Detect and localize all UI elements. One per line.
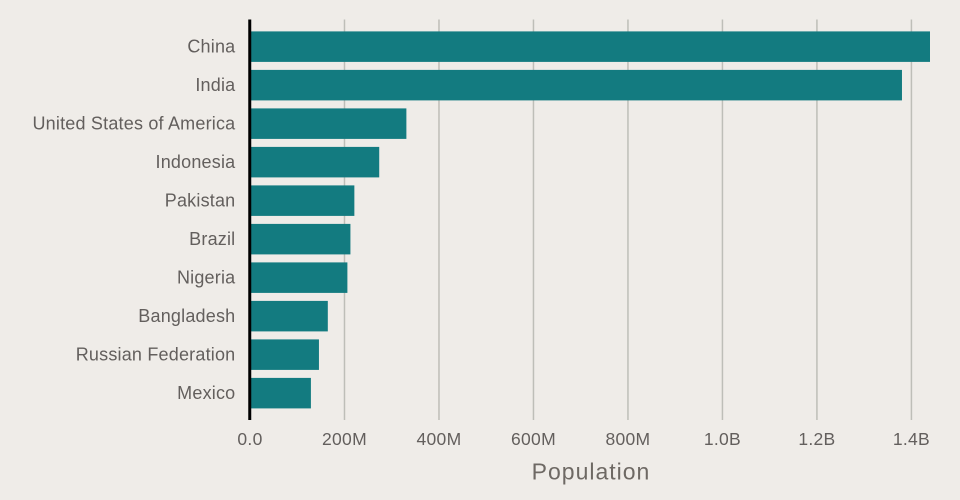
svg-text:1.4B: 1.4B [893,429,930,449]
svg-text:China: China [187,36,236,56]
svg-text:Russian Federation: Russian Federation [76,344,236,364]
svg-text:800M: 800M [605,429,650,449]
svg-text:Nigeria: Nigeria [177,267,236,287]
svg-text:Pakistan: Pakistan [165,190,236,210]
svg-text:Bangladesh: Bangladesh [138,306,235,326]
svg-text:0.0: 0.0 [237,429,262,449]
svg-text:Population: Population [532,459,651,485]
svg-text:1.0B: 1.0B [704,429,741,449]
svg-text:Brazil: Brazil [189,229,235,249]
svg-text:United States of America: United States of America [32,113,236,133]
svg-text:400M: 400M [416,429,461,449]
svg-text:600M: 600M [511,429,556,449]
svg-text:200M: 200M [322,429,367,449]
svg-text:1.2B: 1.2B [798,429,835,449]
svg-text:Indonesia: Indonesia [156,152,237,172]
svg-text:India: India [195,75,236,95]
svg-text:Mexico: Mexico [177,383,235,403]
